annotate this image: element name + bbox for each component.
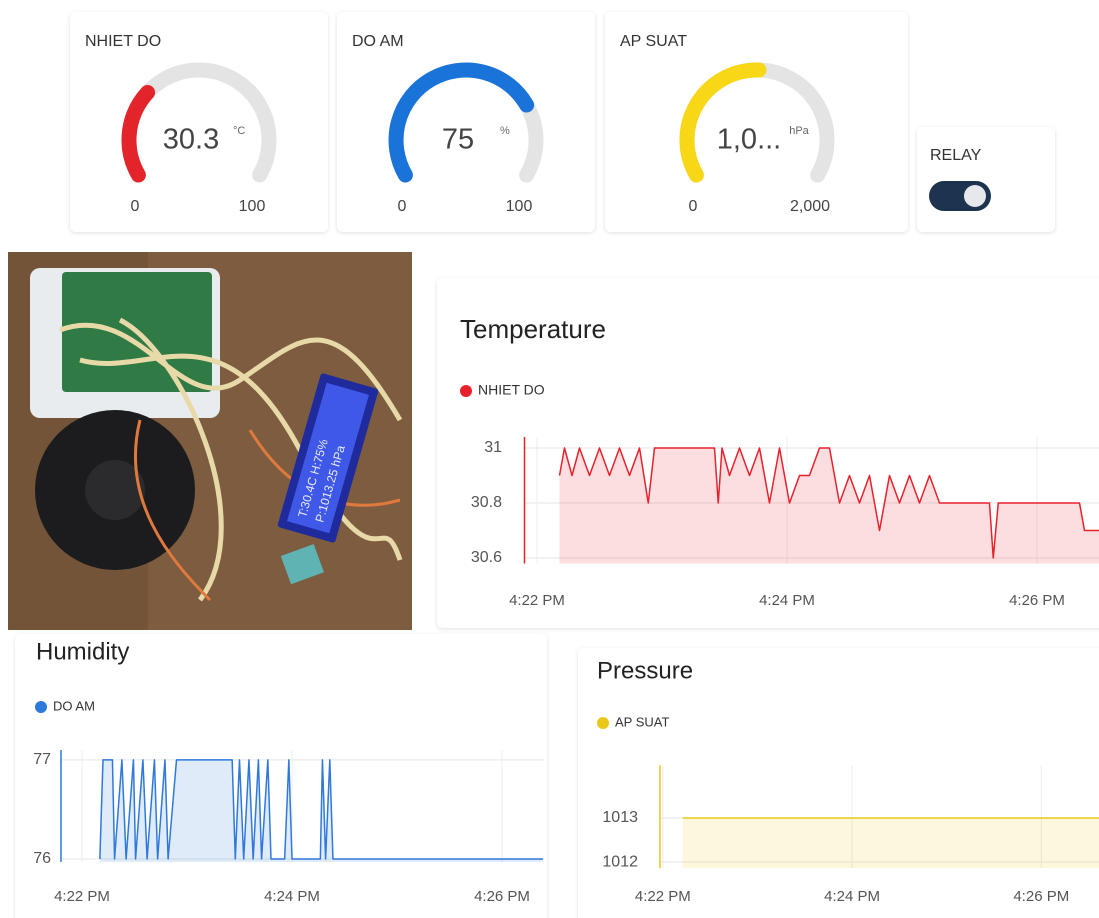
gauge-value-arc	[121, 85, 156, 183]
gauge-value: 75	[442, 124, 474, 156]
device-photo: T:30.4C H:75% P:1013.25 hPa	[8, 252, 412, 630]
gauge-unit: %	[500, 125, 510, 137]
x-tick-label: 4:26 PM	[1013, 888, 1069, 905]
gauge-card	[605, 12, 908, 232]
legend-label: NHIET DO	[478, 382, 545, 398]
gauge-min: 0	[398, 198, 407, 215]
gauge-value: 1,0...	[717, 124, 782, 156]
area	[682, 818, 1099, 869]
gauge-max: 100	[506, 198, 533, 215]
photo-fan-hub	[85, 460, 145, 520]
line	[558, 447, 1099, 559]
chart-title: Pressure	[597, 657, 693, 684]
line	[99, 759, 543, 860]
photo-lcd: T:30.4C H:75% P:1013.25 hPa	[277, 373, 379, 543]
legend-marker	[460, 385, 472, 397]
gauge-value-arc	[679, 62, 767, 183]
legend-marker	[597, 717, 609, 729]
y-tick-label: 76	[33, 850, 51, 867]
gauge-value-arc	[388, 62, 535, 183]
y-tick-label: 30.8	[471, 494, 502, 511]
gauge-min: 0	[131, 198, 140, 215]
gauge-unit: °C	[233, 125, 245, 137]
x-tick-label: 4:24 PM	[759, 592, 815, 609]
x-tick-label: 4:24 PM	[824, 888, 880, 905]
gauge-unit: hPa	[789, 125, 809, 137]
y-tick-label: 1012	[602, 853, 638, 870]
area	[559, 448, 1099, 564]
chart-card	[578, 648, 1099, 918]
x-tick-label: 4:22 PM	[635, 888, 691, 905]
gauge-max: 100	[239, 198, 266, 215]
relay-toggle[interactable]	[929, 181, 991, 211]
x-tick-label: 4:24 PM	[264, 888, 320, 905]
relay-card	[917, 127, 1055, 232]
chart-title: Temperature	[460, 314, 606, 344]
chart-title: Humidity	[36, 638, 129, 665]
legend-label: DO AM	[53, 698, 95, 713]
x-tick-label: 4:26 PM	[474, 888, 530, 905]
chart-card	[15, 634, 547, 918]
gauge-title: DO AM	[352, 33, 404, 50]
chart-card	[437, 278, 1099, 628]
relay-label: RELAY	[930, 147, 982, 164]
photo-sensor	[280, 544, 324, 585]
toggle-knob	[964, 185, 986, 207]
x-tick-label: 4:22 PM	[54, 888, 110, 905]
x-tick-label: 4:22 PM	[509, 592, 565, 609]
lcd-screen	[287, 382, 369, 534]
y-tick-label: 30.6	[471, 549, 502, 566]
gauge-max: 2,000	[790, 198, 830, 215]
legend-label: AP SUAT	[615, 714, 669, 729]
gauge-value: 30.3	[163, 124, 219, 156]
gauge-min: 0	[689, 198, 698, 215]
y-tick-label: 77	[33, 751, 51, 768]
y-tick-label: 1013	[602, 809, 638, 826]
x-tick-label: 4:26 PM	[1009, 592, 1065, 609]
y-tick-label: 31	[484, 439, 502, 456]
gauge-title: AP SUAT	[620, 33, 687, 50]
gauge-title: NHIET DO	[85, 33, 161, 50]
legend-marker	[35, 701, 47, 713]
